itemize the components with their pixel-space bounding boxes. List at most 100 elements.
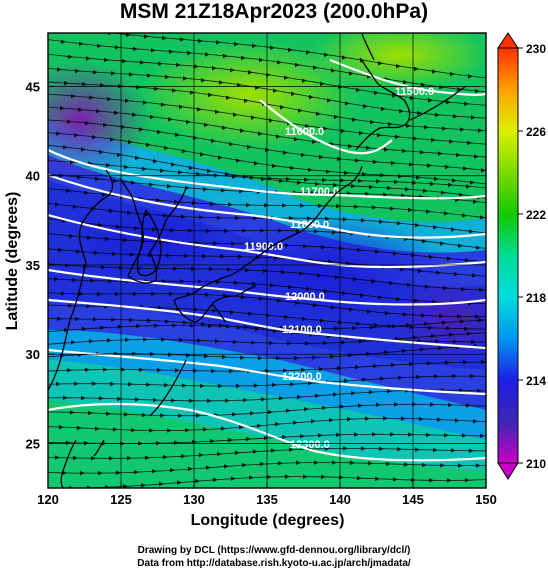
wind-arrow <box>257 423 262 428</box>
wind-arrow <box>236 158 241 163</box>
wind-arrow <box>106 411 111 416</box>
wind-arrow <box>67 368 72 373</box>
contour-line <box>48 173 486 239</box>
wind-arrow <box>91 456 96 461</box>
wind-arrow <box>82 326 87 332</box>
wind-arrow <box>478 317 483 323</box>
wind-arrow <box>314 460 319 465</box>
wind-arrow <box>81 395 86 401</box>
wind-arrow <box>302 78 307 83</box>
wind-arrow <box>435 339 440 344</box>
wind-arrow <box>447 478 452 483</box>
wind-arrow <box>289 215 294 221</box>
wind-arrow <box>108 278 113 284</box>
wind-arrow <box>132 351 137 356</box>
wind-arrow <box>127 210 132 215</box>
colorbar-tick-label: 210 <box>526 457 546 471</box>
wind-arrow <box>159 481 164 487</box>
wind-arrow <box>369 389 374 395</box>
wind-arrow <box>464 101 469 107</box>
wind-arrow <box>195 478 200 484</box>
wind-arrow <box>207 398 212 404</box>
colorbar-lower-extend <box>497 462 519 480</box>
wind-arrow <box>110 137 115 142</box>
wind-arrow <box>251 115 256 120</box>
wind-arrow <box>218 155 223 160</box>
wind-arrow <box>89 338 94 344</box>
wind-arrow <box>145 212 150 217</box>
wind-arrow <box>171 162 176 167</box>
wind-arrow <box>321 245 326 250</box>
wind-arrow <box>158 305 163 311</box>
wind-arrow <box>284 75 289 80</box>
wind-arrow <box>327 98 332 103</box>
wind-arrow <box>355 364 360 370</box>
wind-arrow <box>376 179 381 184</box>
wind-arrow <box>85 367 90 372</box>
wind-arrow <box>207 168 212 174</box>
wind-arrow <box>210 201 215 207</box>
wind-arrow <box>78 107 83 112</box>
x-axis: 120 125 130 135 140 145 150 <box>37 482 497 507</box>
wind-arrow <box>471 115 476 120</box>
wind-arrow <box>98 222 103 228</box>
wind-arrow <box>98 470 103 476</box>
wind-arrow <box>427 163 432 168</box>
wind-arrow <box>474 154 479 159</box>
wind-arrow <box>312 355 317 360</box>
wind-arrow <box>421 313 426 318</box>
contour-line <box>48 298 486 350</box>
wind-arrow <box>458 463 463 468</box>
wind-arrow <box>394 179 399 185</box>
wind-arrow <box>99 396 104 401</box>
wind-arrow <box>456 152 461 158</box>
wind-arrow <box>361 446 366 451</box>
wind-arrow <box>125 98 130 104</box>
wind-arrow <box>385 310 390 316</box>
colorbar-scale <box>497 47 519 464</box>
wind-arrow <box>121 367 126 372</box>
contour-label: 12100.0 <box>282 324 322 336</box>
x-tick-label: 140 <box>329 492 351 507</box>
wind-arrow <box>184 253 189 259</box>
wind-arrow <box>343 446 348 451</box>
wind-arrow <box>238 254 243 259</box>
wind-arrow <box>416 175 421 180</box>
wind-arrow <box>314 229 319 234</box>
wind-arrow <box>64 81 69 86</box>
wind-arrow <box>197 338 202 343</box>
wind-arrow <box>206 228 211 234</box>
wind-arrow <box>285 474 290 479</box>
wind-arrow <box>404 462 409 467</box>
wind-arrow <box>335 275 340 280</box>
wind-arrow <box>186 119 191 125</box>
wind-arrow <box>198 38 203 44</box>
wind-arrow <box>334 326 339 331</box>
wind-arrow <box>360 293 365 298</box>
wind-arrow <box>276 356 281 361</box>
wind-arrow <box>99 149 104 155</box>
wind-arrow <box>178 413 183 418</box>
wind-arrow <box>298 326 303 331</box>
wind-arrow <box>129 72 134 77</box>
x-tick-label: 130 <box>183 492 205 507</box>
wind-arrow <box>86 56 91 61</box>
wind-arrow <box>378 61 383 66</box>
streamline <box>48 403 486 417</box>
wind-arrow <box>126 33 131 38</box>
wind-arrow <box>86 303 91 309</box>
wind-arrow <box>254 383 259 388</box>
wind-arrow <box>103 122 108 128</box>
wind-arrow <box>204 122 209 128</box>
wind-arrow <box>383 416 388 421</box>
wind-arrow <box>425 284 430 289</box>
wind-arrow <box>384 350 389 355</box>
wind-arrow <box>424 125 429 130</box>
wind-arrow <box>215 109 220 115</box>
wind-arrow <box>333 182 338 188</box>
wind-arrow <box>79 291 84 297</box>
wind-arrow <box>190 90 195 95</box>
wind-arrow <box>298 108 303 113</box>
wind-arrow <box>171 398 176 403</box>
wind-arrow <box>414 66 419 72</box>
